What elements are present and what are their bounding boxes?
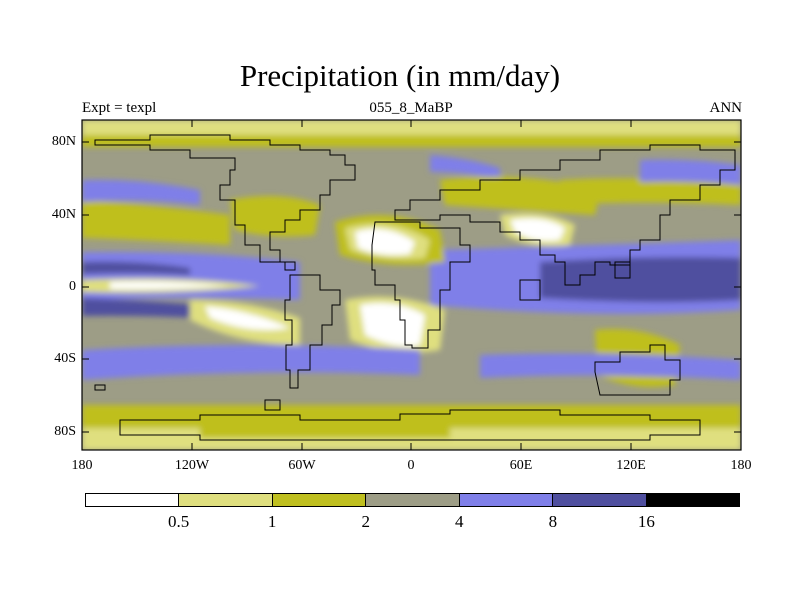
chart-title: Precipitation (in mm/day) xyxy=(239,58,561,93)
colorbar-label-1: 1 xyxy=(267,512,277,531)
colorbar-label-16: 16 xyxy=(637,512,655,531)
lon-label-180e: 180 xyxy=(730,458,752,473)
lat-label-40s: 40S xyxy=(54,351,76,366)
colorbar xyxy=(85,493,740,507)
lon-label-180w: 180 xyxy=(71,458,93,473)
lat-label-0: 0 xyxy=(69,279,76,294)
colorbar-label-2: 2 xyxy=(361,512,370,531)
colorbar-segment-4 xyxy=(366,494,460,506)
lat-label-80n: 80N xyxy=(51,134,76,149)
colorbar-label-8: 8 xyxy=(548,512,558,531)
colorbar-label-4: 4 xyxy=(455,512,464,531)
season-label: ANN xyxy=(709,100,743,116)
colorbar-label-0-5: 0.5 xyxy=(167,512,190,531)
experiment-label: Expt = texpl xyxy=(82,100,157,116)
colorbar-segment-5 xyxy=(459,494,554,506)
case-label: 055_8_MaBP xyxy=(369,100,453,116)
lon-label-60e: 60E xyxy=(509,458,533,473)
colorbar-segment-2 xyxy=(179,494,273,506)
lon-label-0: 0 xyxy=(407,458,415,473)
axis-ticks xyxy=(82,120,741,450)
colorbar-segment-1 xyxy=(86,494,180,506)
lon-label-120e: 120E xyxy=(616,458,646,473)
coastlines xyxy=(94,134,736,441)
lon-label-60w: 60W xyxy=(288,458,316,473)
lat-label-80s: 80S xyxy=(54,424,76,439)
colorbar-segment-3 xyxy=(272,494,367,506)
lat-label-40n: 40N xyxy=(51,207,76,222)
colorbar-segment-7 xyxy=(646,494,739,506)
colorbar-segment-6 xyxy=(553,494,647,506)
lon-label-120w: 120W xyxy=(174,458,210,473)
